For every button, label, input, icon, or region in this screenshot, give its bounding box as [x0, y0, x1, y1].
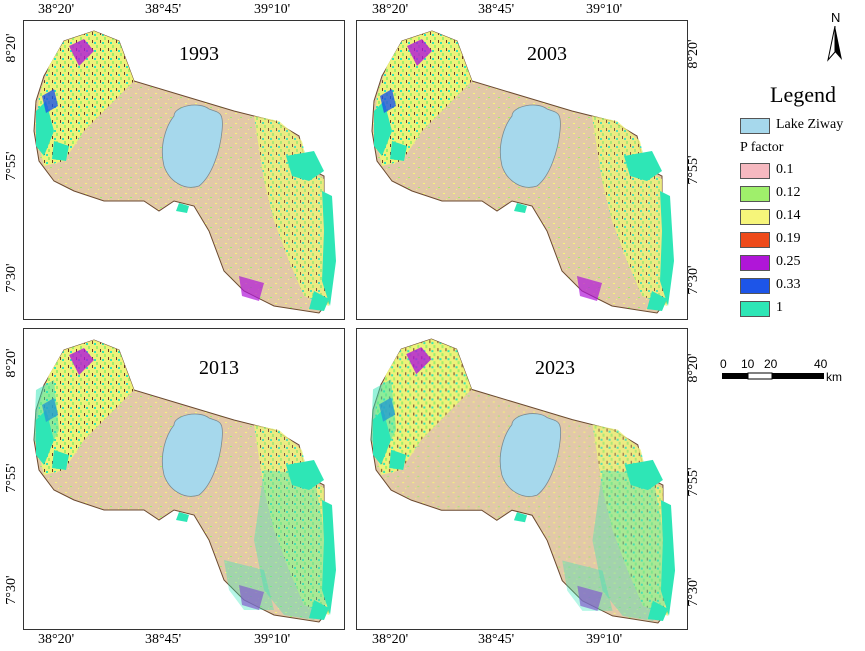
x-tick-bottom-2: 38°45' [145, 632, 182, 647]
scale-label-40: 40 [814, 357, 828, 371]
legend-swatch [740, 163, 770, 179]
legend-label: 1 [776, 300, 783, 315]
legend-item-p-factor: 0.14 [740, 208, 850, 226]
x-tick-bottom-6: 39°10' [586, 632, 623, 647]
y-tick-left-6: 7°30' [4, 575, 19, 605]
y-tick-left-5: 7°55' [4, 463, 19, 493]
panel-year-2013: 2013 [199, 357, 239, 379]
map-panel-2023: 2023 [356, 328, 688, 630]
map-2003 [357, 21, 687, 319]
scale-unit: km [826, 370, 842, 384]
scale-label-0: 0 [720, 357, 727, 371]
scale-label-10: 10 [741, 357, 755, 371]
y-tick-right-3: 7°30' [686, 265, 701, 295]
x-tick-top-1: 38°20' [38, 2, 75, 17]
legend-swatch [740, 255, 770, 271]
legend-swatch-lake [740, 118, 770, 134]
map-panel-1993: 1993 [23, 20, 345, 320]
map-2023 [357, 329, 687, 629]
legend-item-lake: Lake Ziway [740, 117, 865, 135]
x-tick-top-5: 38°45' [478, 2, 515, 17]
x-tick-top-2: 38°45' [145, 2, 182, 17]
y-tick-left-4: 8°20' [4, 348, 19, 378]
legend-label: 0.1 [776, 162, 794, 177]
legend-title: Legend [770, 82, 836, 107]
y-tick-right-2: 7°55' [686, 155, 701, 185]
x-tick-bottom-3: 39°10' [254, 632, 291, 647]
y-tick-right-1: 8°20' [686, 39, 701, 69]
legend-label: 0.19 [776, 231, 801, 246]
legend-item-p-factor: 0.25 [740, 254, 850, 272]
y-tick-right-5: 7°55' [686, 467, 701, 497]
legend-label-lake: Lake Ziway [776, 117, 844, 132]
legend-item-p-factor: 0.1 [740, 162, 850, 180]
x-tick-bottom-4: 38°20' [372, 632, 409, 647]
legend-swatch [740, 232, 770, 248]
region-2013 [34, 340, 336, 622]
scale-bar-graphic [722, 372, 824, 380]
legend-item-p-factor: 0.19 [740, 231, 850, 249]
x-tick-top-4: 38°20' [372, 2, 409, 17]
legend-swatch [740, 186, 770, 202]
north-label: N [831, 10, 841, 25]
y-tick-left-2: 7°55' [4, 151, 19, 181]
panel-year-1993: 1993 [179, 43, 219, 65]
region-2023 [371, 339, 675, 623]
scale-label-20: 20 [764, 357, 778, 371]
x-tick-top-3: 39°10' [254, 2, 291, 17]
north-arrow: N [820, 10, 850, 62]
legend-swatch [740, 301, 770, 317]
legend-item-p-factor: 0.33 [740, 277, 850, 295]
legend-item-p-factor: 0.12 [740, 185, 850, 203]
panel-year-2003: 2003 [527, 43, 567, 65]
region-2003 [372, 31, 674, 313]
legend-swatch [740, 278, 770, 294]
legend-label: 0.25 [776, 254, 801, 269]
legend-swatch [740, 209, 770, 225]
north-arrow-icon [827, 26, 842, 62]
y-tick-left-3: 7°30' [4, 263, 19, 293]
legend-label: 0.33 [776, 277, 801, 292]
panel-year-2023: 2023 [535, 357, 575, 379]
y-tick-right-6: 7°30' [686, 577, 701, 607]
legend-item-p-factor: 1 [740, 300, 850, 318]
x-tick-top-6: 39°10' [586, 2, 623, 17]
legend-label: 0.14 [776, 208, 801, 223]
region-1993 [34, 31, 336, 313]
legend-label: 0.12 [776, 185, 801, 200]
x-tick-bottom-1: 38°20' [38, 632, 75, 647]
map-panel-2013: 2013 [23, 328, 345, 630]
y-tick-right-4: 8°20' [686, 353, 701, 383]
x-tick-bottom-5: 38°45' [478, 632, 515, 647]
map-panel-2003: 2003 [356, 20, 688, 320]
y-tick-left-1: 8°20' [4, 33, 19, 63]
map-2013 [24, 329, 344, 629]
legend-p-factor-title: P factor [740, 140, 784, 155]
